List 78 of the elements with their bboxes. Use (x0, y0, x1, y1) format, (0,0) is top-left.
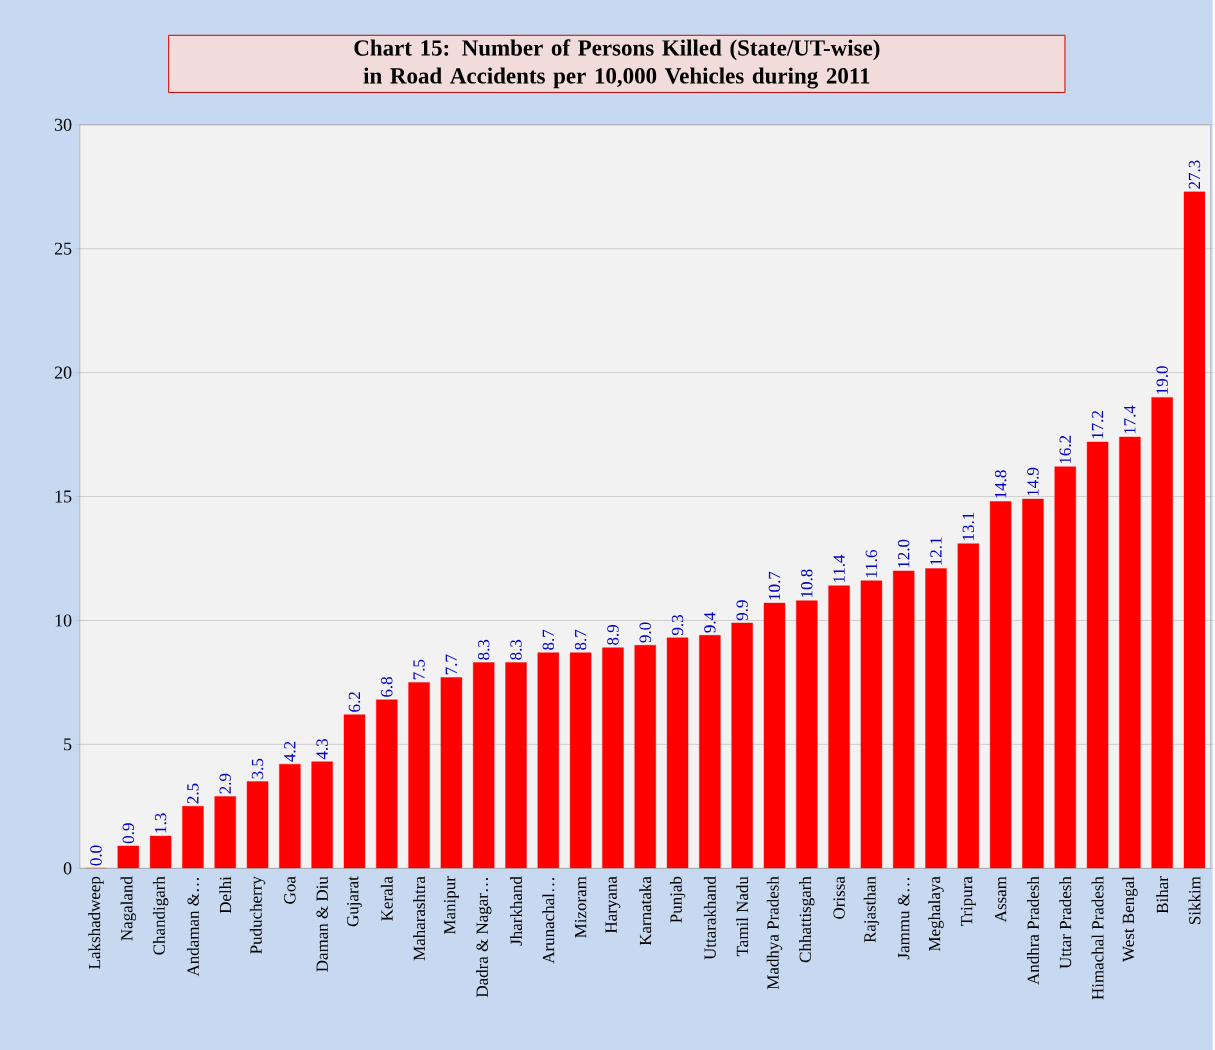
x-tick-label: Tamil Nadu (736, 876, 749, 957)
x-tick-label: Mizoram (574, 876, 587, 938)
x-tick-label: Maharashtra (413, 876, 426, 961)
data-label: 7.7 (445, 654, 458, 675)
data-label: 12.1 (930, 537, 942, 565)
data-label: 6.8 (381, 677, 393, 697)
x-tick-label: Chhattisgarh (799, 876, 815, 963)
x-tick-label: Daman & Diu (316, 876, 328, 972)
x-tick-label: Andaman &… (186, 877, 199, 977)
x-tick-label: Sikkim (1188, 876, 1201, 925)
data-label: 0.0 (90, 845, 102, 866)
x-tick-label: Himachal Pradesh (1091, 876, 1104, 1000)
data-label: 2.9 (219, 773, 231, 794)
x-tick-label: Kerala (380, 876, 393, 921)
x-tick-label: Haryana (605, 876, 621, 934)
data-label: 10.7 (768, 571, 781, 600)
data-label: 0.9 (122, 823, 135, 844)
x-tick-label: Nagaland (120, 876, 137, 941)
x-tick-label: Punjab (669, 876, 686, 923)
x-tick-label: Chandigarh (152, 876, 169, 955)
x-tick-label: Gujarat (347, 876, 362, 927)
data-label: 13.1 (962, 512, 975, 540)
y-tick-label: 10 (55, 614, 72, 627)
data-label: 8.3 (510, 639, 522, 660)
data-label: 1.3 (154, 813, 167, 833)
x-tick-label: West Bengal (1122, 876, 1138, 962)
x-tick-label: Andhra Pradesh (1026, 876, 1039, 985)
x-tick-label: Puducherry (249, 876, 266, 954)
x-tick-label: Assam (994, 876, 1007, 923)
data-label: 4.3 (316, 739, 328, 760)
x-tick-label: Tripura (960, 876, 976, 927)
x-tick-label: Manipur (443, 876, 459, 935)
x-tick-label: Arunachal… (542, 877, 555, 964)
data-label: 11.4 (833, 554, 845, 583)
data-label: 17.2 (1091, 411, 1104, 439)
x-tick-label: Uttarakhand (703, 876, 716, 960)
data-label: 9.4 (704, 612, 716, 633)
x-tick-label: Jharkhand (510, 876, 522, 946)
data-label: 14.9 (1027, 467, 1039, 496)
data-label: 17.4 (1124, 405, 1136, 434)
data-label: 3.5 (251, 758, 264, 779)
data-label: 9.9 (736, 600, 748, 621)
x-tick-label: Bihar (1156, 876, 1169, 914)
data-label: 19.0 (1156, 366, 1168, 394)
x-tick-label: Uttar Pradesh (1059, 876, 1072, 969)
data-label: 27.3 (1188, 160, 1201, 189)
x-tick-label: Goa (284, 876, 296, 904)
chart-title: Chart 15: Number of Persons Killed (State/UT-wise) in Road Accidents per 10,000 Vehicles during 2011 (354, 39, 880, 89)
y-tick-label: 15 (55, 490, 72, 503)
data-label: 12.0 (897, 539, 910, 568)
y-tick-label: 5 (64, 738, 72, 751)
data-label: 8.7 (574, 629, 587, 650)
data-label: 8.9 (607, 625, 619, 645)
x-tick-label: Delhi (219, 876, 232, 914)
data-label: 4.2 (284, 741, 296, 762)
data-label: 6.2 (348, 692, 361, 712)
x-tick-label: Rajasthan (863, 876, 880, 943)
data-label: 10.8 (801, 569, 813, 597)
x-tick-label: Meghalaya (928, 876, 944, 952)
data-label: 8.3 (477, 639, 490, 660)
data-label: 2.5 (187, 783, 199, 804)
y-tick-label: 30 (54, 118, 72, 131)
x-tick-label: Madhya Pradesh (766, 876, 783, 990)
x-tick-label: Lakshadweep (88, 876, 104, 969)
y-tick-label: 25 (54, 242, 72, 255)
data-label: 14.8 (994, 470, 1007, 498)
x-tick-label: Karnataka (639, 876, 652, 946)
data-label: 9.0 (639, 622, 652, 643)
x-tick-label: Dadra & Nagar… (475, 877, 492, 998)
data-label: 8.7 (542, 629, 555, 650)
data-label: 9.3 (671, 615, 684, 636)
y-tick-label: 20 (54, 366, 72, 379)
data-label: 16.2 (1059, 435, 1071, 464)
data-label: 11.6 (865, 550, 878, 578)
x-tick-label: Orissa (833, 876, 845, 919)
y-tick-label: 0 (63, 862, 72, 875)
data-label: 7.5 (413, 659, 425, 680)
x-tick-label: Jammu &… (897, 877, 910, 960)
